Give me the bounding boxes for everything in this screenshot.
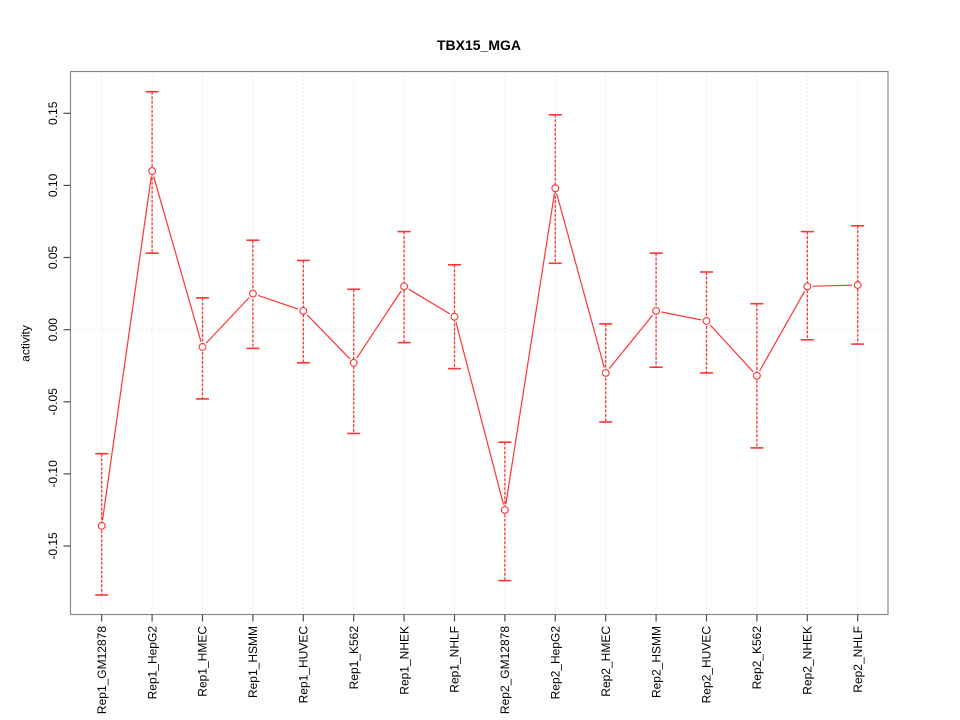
series-segment — [101, 176, 152, 521]
x-tick-label: Rep2_HSMM — [649, 626, 663, 698]
series-segment — [153, 176, 202, 342]
x-tick-label: Rep1_NHLF — [448, 626, 462, 693]
y-tick-labels: -0.15 -0.10 -0.05 0.00 0.05 0.10 0.15 — [46, 101, 60, 559]
x-tick-label: Rep1_GM12878 — [95, 626, 109, 714]
x-tick-label: Rep1_HUVEC — [297, 626, 311, 704]
data-point — [299, 306, 308, 315]
x-tick-label: Rep2_K562 — [750, 626, 764, 690]
data-point — [500, 505, 509, 514]
series-segment — [505, 193, 555, 505]
x-tick-label: Rep1_K562 — [347, 626, 361, 690]
gridlines — [70, 71, 888, 615]
y-tick-label: 0.00 — [46, 318, 60, 342]
x-tick-label: Rep2_HUVEC — [700, 626, 714, 704]
x-tick-label: Rep1_HMEC — [196, 626, 210, 697]
series-segment — [812, 284, 853, 287]
x-tick-label: Rep2_GM12878 — [498, 626, 512, 714]
series-segment — [408, 288, 451, 315]
chart-title: TBX15_MGA — [436, 37, 522, 53]
series-segment — [556, 193, 605, 368]
x-tick-label: Rep1_NHEK — [397, 626, 411, 695]
axis-ticks — [63, 112, 859, 622]
data-point — [97, 521, 106, 530]
data-point — [551, 184, 560, 193]
series-segment — [205, 297, 250, 344]
data-point — [601, 368, 610, 377]
data-point — [702, 317, 711, 325]
y-tick-label: -0.05 — [46, 388, 60, 416]
x-tick-label: Rep1_HSMM — [246, 626, 260, 698]
series-segment — [608, 314, 654, 369]
data-point — [450, 312, 459, 321]
data-point — [652, 306, 661, 315]
data-point — [803, 282, 812, 291]
data-point — [400, 282, 409, 291]
series-segment — [759, 290, 806, 372]
data-point — [198, 343, 207, 351]
y-tick-label: -0.10 — [46, 460, 60, 488]
plot-border — [69, 70, 889, 616]
series-segment — [661, 311, 702, 321]
data-point — [853, 281, 862, 289]
data-point — [248, 289, 257, 298]
series-line — [101, 176, 853, 521]
data-point — [752, 371, 761, 380]
x-tick-labels: Rep1_GM12878 Rep1_HepG2 Rep1_HMEC Rep1_HSMM… — [95, 626, 865, 714]
y-tick-label: 0.05 — [46, 245, 60, 269]
series-segment — [455, 321, 505, 505]
data-point — [349, 358, 358, 367]
x-tick-label: Rep2_NHEK — [801, 626, 815, 695]
y-tick-label: 0.10 — [46, 173, 60, 197]
data-point — [148, 167, 157, 175]
y-tick-label: 0.15 — [46, 101, 60, 125]
y-axis-label: activity — [18, 325, 33, 362]
error-bars — [95, 90, 865, 596]
y-tick-label: -0.15 — [46, 532, 60, 560]
series-segment — [257, 294, 299, 310]
x-tick-label: Rep1_HepG2 — [145, 626, 159, 700]
series-segment — [356, 290, 402, 359]
series-segment — [306, 314, 351, 360]
series-segment — [709, 324, 754, 373]
x-tick-label: Rep2_HepG2 — [549, 626, 563, 700]
x-tick-label: Rep2_NHLF — [851, 626, 865, 693]
x-tick-label: Rep2_HMEC — [599, 626, 613, 697]
data-points — [97, 167, 862, 530]
